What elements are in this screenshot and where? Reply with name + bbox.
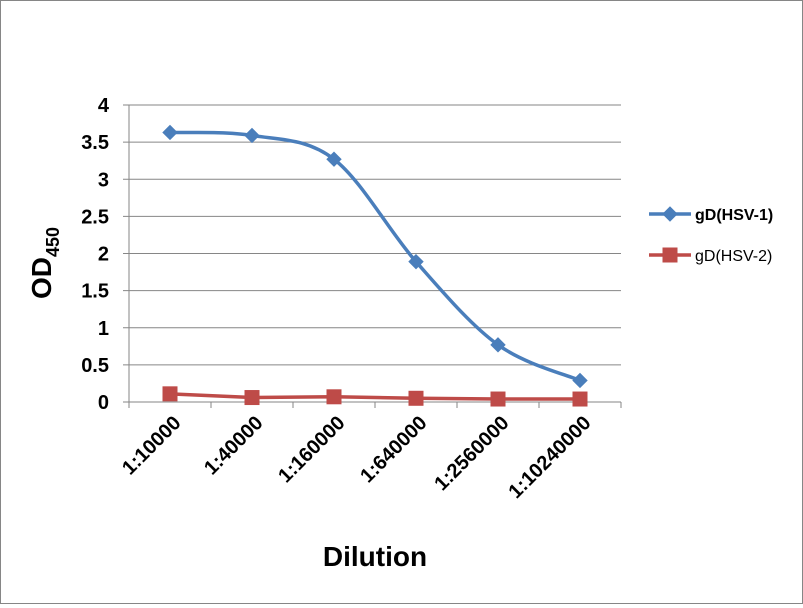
legend-item: gD(HSV-1) xyxy=(649,206,773,224)
data-point xyxy=(408,253,424,270)
data-point xyxy=(572,372,588,389)
series-layer xyxy=(162,124,588,407)
data-point xyxy=(408,390,424,406)
y-tick-label: 1 xyxy=(98,318,109,340)
data-point xyxy=(326,389,342,405)
series-line xyxy=(168,130,582,383)
series-1 xyxy=(162,124,588,389)
gridlines xyxy=(129,104,621,366)
series-line xyxy=(168,392,582,401)
x-tick-label: 1:10240000 xyxy=(504,412,595,503)
y-axis-title-main: OD xyxy=(26,257,57,299)
data-point xyxy=(244,390,260,406)
y-tick-label: 2 xyxy=(98,244,109,266)
y-tick-label: 3 xyxy=(98,169,109,191)
y-tick-label: 1.5 xyxy=(81,281,109,303)
y-tick-label: 4 xyxy=(98,95,110,117)
y-tick-label: 2.5 xyxy=(81,206,109,228)
y-axis-title: OD450 xyxy=(26,227,63,299)
data-point xyxy=(490,391,506,407)
data-point xyxy=(162,386,178,402)
legend: gD(HSV-1) gD(HSV-2) xyxy=(649,206,773,265)
x-tick-label: 1:2560000 xyxy=(430,412,513,495)
data-point xyxy=(490,337,506,353)
legend-marker xyxy=(662,206,678,222)
y-axis-title-subscript: 450 xyxy=(43,227,63,257)
x-tick-label: 1:160000 xyxy=(274,412,349,487)
x-tick-label: 1:640000 xyxy=(356,412,431,487)
data-point xyxy=(326,151,342,167)
legend-marker xyxy=(662,247,678,263)
x-tick-labels: 1:10000 1:40000 1:160000 1:6400001:25600001… xyxy=(118,412,595,503)
data-point xyxy=(244,127,260,144)
legend-label: gD(HSV-1) xyxy=(695,207,773,224)
data-point xyxy=(572,391,588,407)
legend-item: gD(HSV-2) xyxy=(649,247,772,265)
data-point xyxy=(162,124,178,141)
legend-label: gD(HSV-2) xyxy=(695,248,772,265)
y-tick-label: 0 xyxy=(98,392,109,414)
x-tick-label: 1:40000 xyxy=(200,412,267,479)
series-2 xyxy=(162,386,588,407)
axes xyxy=(123,104,622,408)
x-axis-title: Dilution xyxy=(323,541,427,572)
x-tick-label: 1:10000 xyxy=(118,412,185,479)
y-tick-label: 0.5 xyxy=(81,355,109,377)
y-tick-label: 3.5 xyxy=(81,132,109,154)
y-tick-labels: 0 0.5 1 1.5 2 2.5 3 3.5 4 xyxy=(81,95,110,414)
